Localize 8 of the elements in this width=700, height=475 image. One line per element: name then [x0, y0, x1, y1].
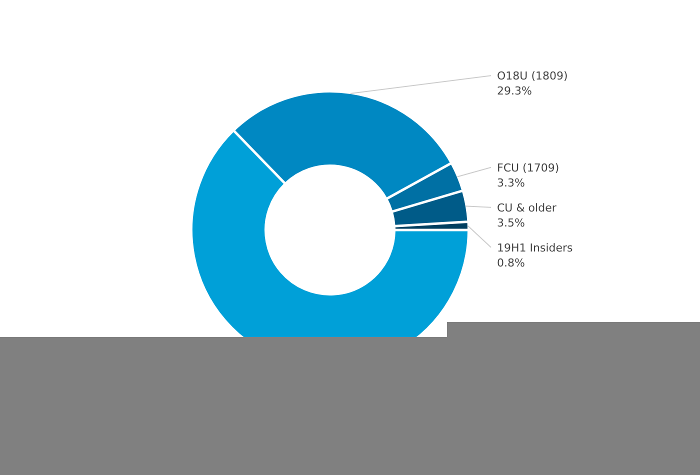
data-label: 3.5% — [497, 216, 525, 230]
slice-label: CU & older — [497, 201, 557, 214]
slice-label: FCU (1709) — [497, 161, 560, 174]
data-label: 29.3% — [497, 84, 532, 98]
slice-label: 19H1 Insiders — [497, 241, 574, 254]
data-label: 0.8% — [497, 256, 525, 270]
data-label: 3.3% — [497, 176, 525, 190]
slice-label: O18U (1809) — [497, 70, 568, 83]
